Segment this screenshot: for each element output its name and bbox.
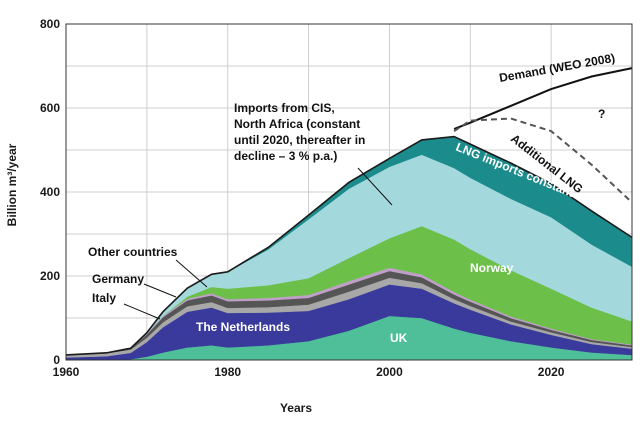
norway-label: Norway [470, 261, 514, 275]
netherlands-label: The Netherlands [196, 320, 290, 334]
other-countries-leader [175, 259, 208, 288]
y-tick-label: 400 [40, 185, 60, 199]
x-tick-label: 2020 [538, 365, 565, 379]
demand-label: Demand (WEO 2008) [498, 51, 616, 85]
imports-leader [357, 167, 393, 206]
x-axis-title: Years [280, 401, 312, 415]
additional-lng-line [453, 117, 633, 204]
x-tick-label: 1980 [214, 365, 241, 379]
gap-label: ? [598, 107, 605, 121]
y-axis-title: Billion m³/year [5, 143, 19, 226]
uk-label: UK [390, 331, 408, 345]
plot-border [65, 23, 633, 361]
italy-label: Italy [92, 291, 116, 305]
demand-line [453, 67, 633, 130]
plot-frame [65, 23, 633, 361]
leader-lines [123, 167, 393, 320]
imports-label: Imports from CIS, North Africa (constant… [234, 101, 369, 163]
x-tick-label: 1960 [53, 365, 80, 379]
y-tick-label: 200 [40, 269, 60, 283]
y-tick-label: 0 [53, 353, 60, 367]
germany-label: Germany [92, 272, 144, 286]
italy-leader [123, 303, 161, 320]
demand-lines [453, 67, 633, 204]
axis-ticks: 0 200 400 600 800 1960 1980 2000 2020 [40, 17, 565, 379]
germany-leader [143, 283, 177, 298]
other-countries-label: Other countries [88, 245, 178, 259]
x-tick-label: 2000 [376, 365, 403, 379]
total-supply-line [65, 135, 633, 356]
y-tick-label: 800 [40, 17, 60, 31]
y-tick-label: 600 [40, 101, 60, 115]
